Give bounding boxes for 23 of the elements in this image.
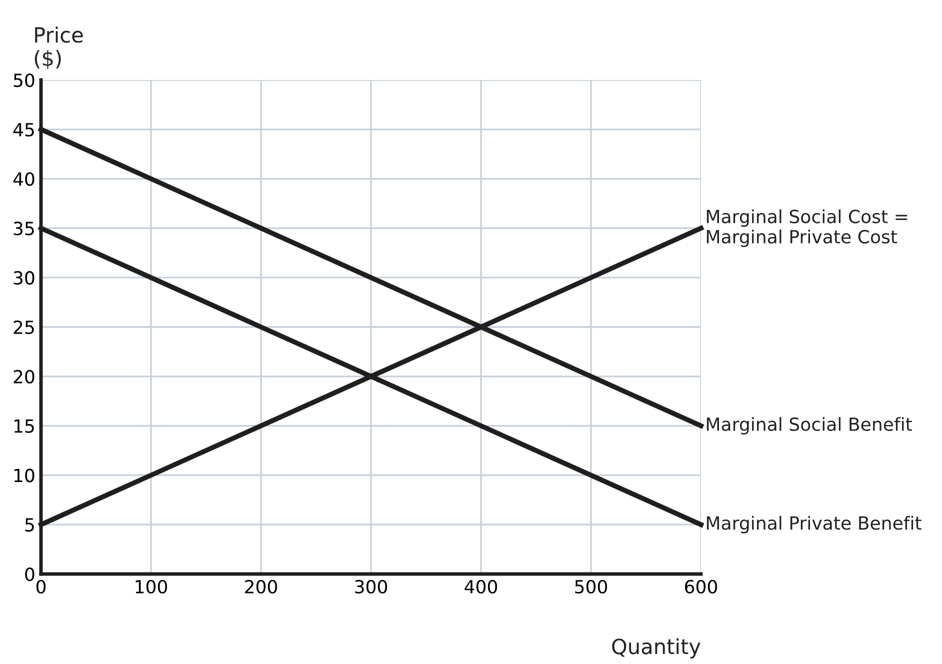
series-label: Marginal Social Benefit — [706, 417, 912, 435]
y-tick-label: 35 — [14, 222, 34, 236]
y-tick-label: 15 — [14, 419, 34, 433]
x-tick-label: 600 — [685, 580, 718, 594]
series-label: Marginal Social Cost = Marginal Private Cost — [706, 209, 908, 248]
x-tick-label: 300 — [355, 580, 388, 594]
y-tick-label: 50 — [14, 73, 34, 88]
x-tick-label: 0 — [36, 580, 46, 594]
x-tick-label: 100 — [136, 580, 168, 594]
y-tick-label: 30 — [14, 271, 34, 285]
y-axis-title: Price ($) — [34, 26, 83, 69]
y-tick-label: 5 — [25, 518, 34, 532]
y-tick-label: 10 — [14, 468, 34, 482]
y-tick-label: 25 — [14, 320, 34, 334]
x-tick-label: 500 — [575, 580, 608, 594]
x-tick-label: 400 — [464, 580, 498, 594]
series-label: Marginal Private Benefit — [706, 516, 922, 534]
y-tick-label: 40 — [13, 172, 34, 186]
y-tick-label: 45 — [13, 123, 34, 137]
y-tick-label: 20 — [14, 370, 34, 384]
x-axis-title: Quantity — [612, 638, 700, 658]
x-tick-label: 200 — [245, 580, 278, 594]
y-tick-label: 0 — [25, 567, 34, 582]
